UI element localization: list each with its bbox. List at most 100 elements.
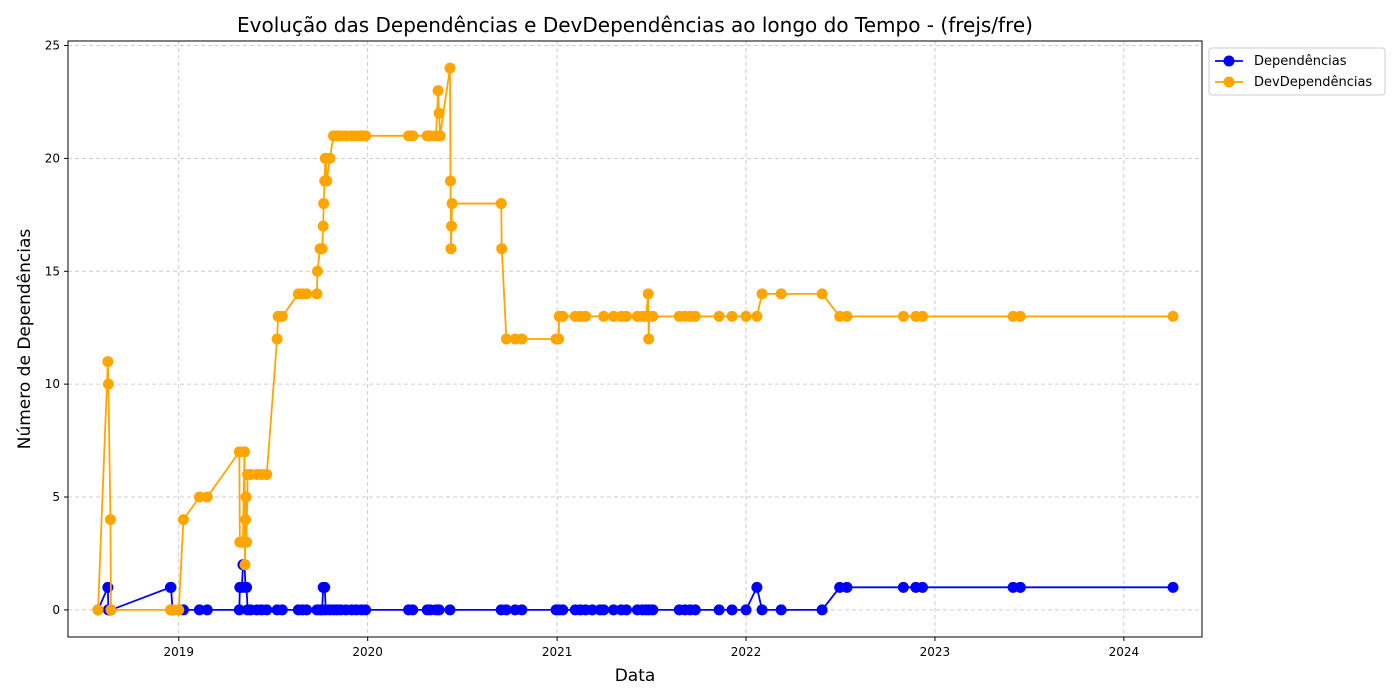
data-point-devdependencias: [201, 491, 213, 503]
data-point-dependencias: [751, 581, 763, 593]
data-point-devdependencias: [102, 356, 114, 368]
x-tick-label: 2024: [1109, 645, 1140, 659]
data-point-devdependencias: [500, 333, 512, 345]
data-point-devdependencias: [841, 310, 853, 322]
data-point-devdependencias: [173, 604, 185, 616]
data-point-devdependencias: [271, 333, 283, 345]
grid: [68, 41, 1202, 637]
y-tick-label: 25: [45, 39, 60, 53]
data-point-devdependencias: [261, 468, 273, 480]
data-point-devdependencias: [816, 288, 828, 300]
data-point-devdependencias: [104, 514, 116, 526]
data-point-dependencias: [1167, 581, 1179, 593]
series-devdependencias: [92, 62, 1179, 616]
data-point-dependencias: [500, 604, 512, 616]
data-point-dependencias: [713, 604, 725, 616]
data-point-devdependencias: [240, 491, 252, 503]
data-point-devdependencias: [318, 198, 330, 210]
x-tick-label: 2023: [920, 645, 951, 659]
data-point-devdependencias: [557, 310, 569, 322]
y-tick-label: 10: [45, 377, 60, 391]
data-point-devdependencias: [434, 130, 446, 142]
x-axis-label: Data: [615, 666, 656, 686]
x-tick-label: 2019: [163, 645, 194, 659]
data-point-devdependencias: [432, 85, 444, 97]
data-point-devdependencias: [433, 107, 445, 119]
data-point-dependencias: [319, 581, 331, 593]
data-point-devdependencias: [1167, 310, 1179, 322]
data-point-dependencias: [557, 604, 569, 616]
data-point-devdependencias: [445, 243, 457, 255]
data-point-devdependencias: [917, 310, 929, 322]
data-point-devdependencias: [647, 310, 659, 322]
data-point-devdependencias: [240, 514, 252, 526]
data-point-devdependencias: [598, 310, 610, 322]
data-point-devdependencias: [740, 310, 752, 322]
y-axis-label: Número de Dependências: [15, 229, 35, 450]
legend-box: [1208, 47, 1386, 96]
data-point-dependencias: [433, 604, 445, 616]
data-point-devdependencias: [177, 514, 189, 526]
y-tick-label: 0: [52, 603, 60, 617]
data-point-devdependencias: [553, 333, 565, 345]
chart-title: Evolução das Dependências e DevDependênc…: [237, 13, 1033, 37]
data-point-devdependencias: [407, 130, 419, 142]
data-point-devdependencias: [92, 604, 104, 616]
legend-marker-dependencias: [1223, 55, 1235, 67]
series-line-devdependencias: [97, 67, 1174, 611]
data-point-devdependencias: [311, 288, 323, 300]
plot-frame: [67, 40, 1203, 638]
legend-label-devdependencias: DevDependências: [1254, 75, 1372, 90]
data-point-devdependencias: [193, 491, 205, 503]
data-point-devdependencias: [321, 175, 333, 187]
x-tick-label: 2022: [731, 645, 762, 659]
data-point-dependencias: [897, 581, 909, 593]
data-point-devdependencias: [1014, 310, 1026, 322]
data-point-devdependencias: [713, 310, 725, 322]
x-tick-label: 2021: [542, 645, 573, 659]
data-point-devdependencias: [105, 604, 117, 616]
data-point-dependencias: [261, 604, 273, 616]
legend-label-dependencias: Dependências: [1254, 54, 1347, 69]
data-point-dependencias: [586, 604, 598, 616]
data-point-devdependencias: [316, 243, 328, 255]
data-point-devdependencias: [446, 198, 458, 210]
data-point-devdependencias: [317, 220, 329, 232]
data-point-devdependencias: [751, 310, 763, 322]
data-point-dependencias: [647, 604, 659, 616]
data-point-devdependencias: [446, 220, 458, 232]
data-point-devdependencias: [444, 62, 456, 74]
y-tick-label: 5: [52, 490, 60, 504]
data-point-devdependencias: [444, 175, 456, 187]
y-axis: 0 5 10 15 20 25: [45, 39, 68, 617]
data-point-devdependencias: [239, 559, 251, 571]
x-axis: 2019 2020 2021 2022 2023 2024: [163, 637, 1139, 659]
data-point-dependencias: [516, 604, 528, 616]
data-point-dependencias: [360, 604, 372, 616]
data-point-dependencias: [816, 604, 828, 616]
data-point-dependencias: [165, 581, 177, 593]
data-point-devdependencias: [642, 288, 654, 300]
data-point-dependencias: [276, 604, 288, 616]
data-point-devdependencias: [756, 288, 768, 300]
data-point-devdependencias: [241, 536, 253, 548]
data-point-dependencias: [775, 604, 787, 616]
data-point-dependencias: [726, 604, 738, 616]
series-dependencias: [92, 559, 1179, 616]
x-tick-label: 2020: [352, 645, 383, 659]
data-point-devdependencias: [516, 333, 528, 345]
data-point-devdependencias: [620, 310, 632, 322]
data-point-devdependencias: [689, 310, 701, 322]
data-point-devdependencias: [643, 333, 655, 345]
data-point-dependencias: [598, 604, 610, 616]
data-point-devdependencias: [324, 152, 336, 164]
data-point-dependencias: [301, 604, 313, 616]
data-point-dependencias: [620, 604, 632, 616]
data-point-dependencias: [756, 604, 768, 616]
data-point-devdependencias: [301, 288, 313, 300]
data-point-dependencias: [444, 604, 456, 616]
legend-marker-devdependencias: [1223, 76, 1235, 88]
data-point-dependencias: [917, 581, 929, 593]
data-point-devdependencias: [897, 310, 909, 322]
data-point-devdependencias: [102, 378, 114, 390]
